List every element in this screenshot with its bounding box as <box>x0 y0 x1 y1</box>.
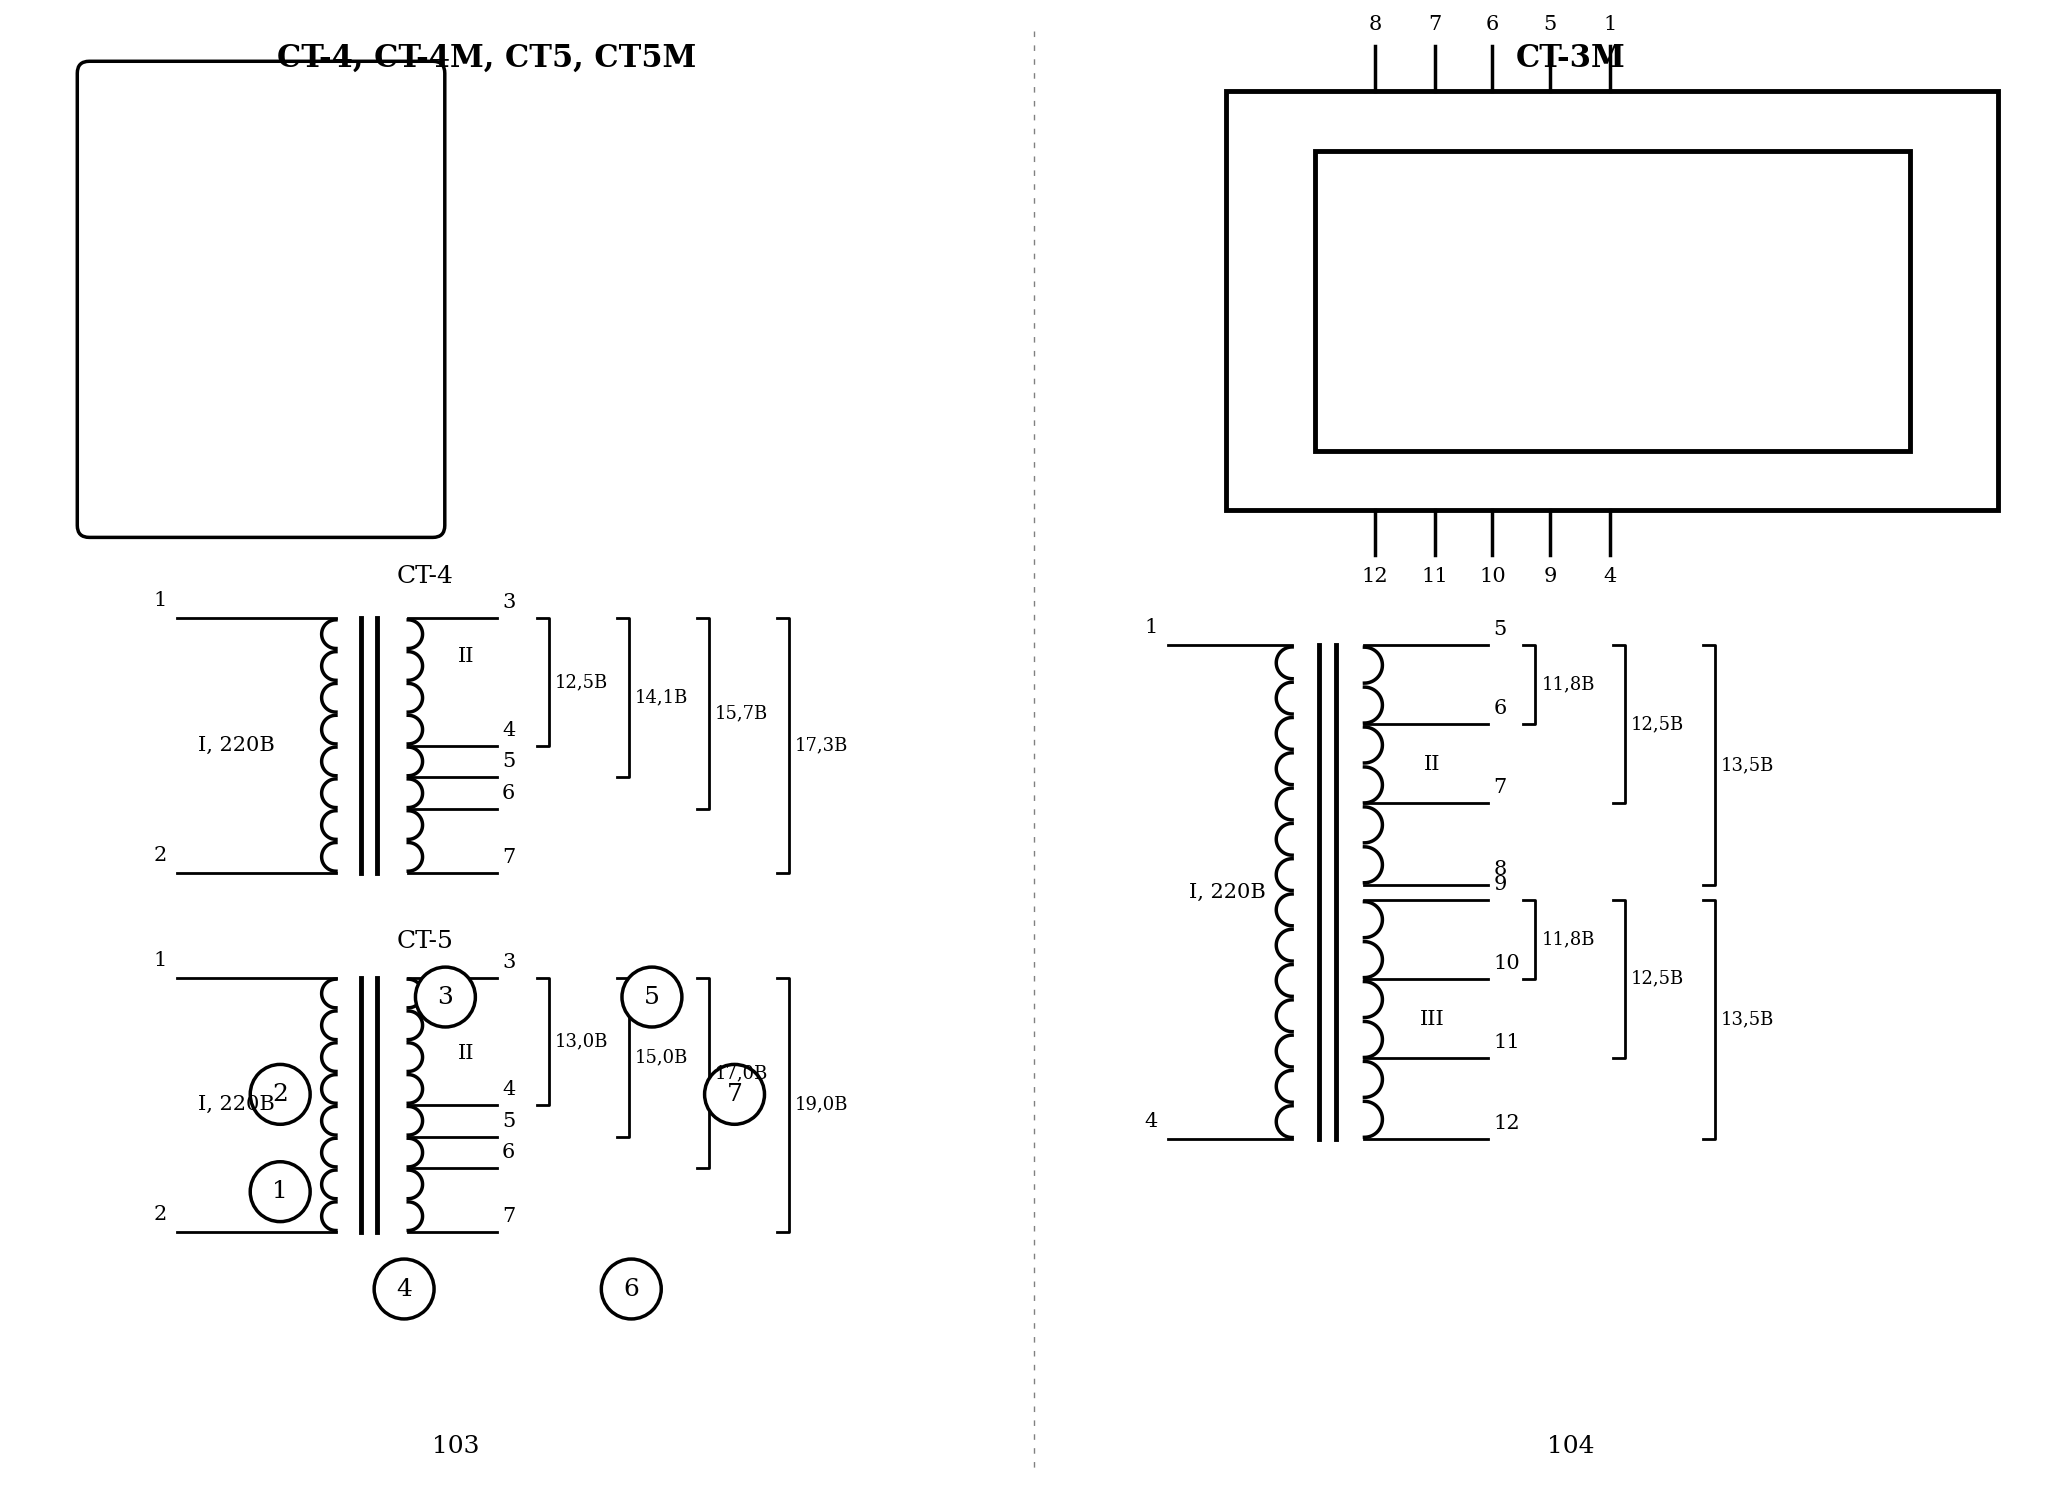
Text: 4: 4 <box>1146 1113 1158 1131</box>
Bar <box>1226 92 1998 510</box>
Text: 12: 12 <box>1361 567 1388 586</box>
Text: 12: 12 <box>1493 1114 1520 1134</box>
Text: CT-3M: CT-3M <box>1516 44 1625 74</box>
Text: II: II <box>1425 756 1441 774</box>
Text: 3: 3 <box>503 952 515 972</box>
Text: 2: 2 <box>153 846 168 865</box>
Text: 1: 1 <box>1603 15 1617 34</box>
Text: 15,7В: 15,7В <box>716 705 767 723</box>
Text: 5: 5 <box>1543 15 1557 34</box>
Text: CT-5: CT-5 <box>397 930 453 952</box>
Text: 13,5В: 13,5В <box>1721 1011 1774 1029</box>
Text: 7: 7 <box>1493 778 1508 798</box>
Text: 4: 4 <box>503 720 515 740</box>
Text: 8: 8 <box>1369 15 1381 34</box>
Bar <box>1315 152 1909 450</box>
Text: 6: 6 <box>622 1278 639 1300</box>
Text: 4: 4 <box>503 1080 515 1100</box>
Text: 19,0В: 19,0В <box>794 1096 848 1114</box>
Text: 11: 11 <box>1421 567 1448 586</box>
Text: 1: 1 <box>153 951 168 969</box>
Text: 6: 6 <box>1493 699 1508 718</box>
Text: 4: 4 <box>397 1278 412 1300</box>
Text: I, 220В: I, 220В <box>1189 882 1266 902</box>
Text: 2: 2 <box>153 1204 168 1224</box>
Text: 5: 5 <box>1493 620 1508 639</box>
Text: 17,0В: 17,0В <box>716 1064 767 1082</box>
Text: 10: 10 <box>1493 954 1520 974</box>
Circle shape <box>602 1258 662 1318</box>
Text: 7: 7 <box>503 847 515 867</box>
Text: 6: 6 <box>503 784 515 802</box>
Circle shape <box>250 1161 310 1221</box>
Text: 1: 1 <box>153 591 168 610</box>
Text: 5: 5 <box>503 753 515 771</box>
Text: I, 220В: I, 220В <box>199 1095 275 1114</box>
Text: III: III <box>1421 1010 1446 1029</box>
Text: II: II <box>457 1044 474 1064</box>
Text: 3: 3 <box>438 986 453 1008</box>
Text: 17,3В: 17,3В <box>794 736 848 754</box>
Text: I, 220В: I, 220В <box>199 736 275 754</box>
Text: 10: 10 <box>1479 567 1506 586</box>
Text: 6: 6 <box>503 1143 515 1162</box>
Circle shape <box>374 1258 434 1318</box>
FancyBboxPatch shape <box>77 62 445 537</box>
Text: 3: 3 <box>503 594 515 612</box>
Text: 14,1В: 14,1В <box>635 688 689 706</box>
Text: 4: 4 <box>1603 567 1617 586</box>
Text: 5: 5 <box>503 1112 515 1131</box>
Text: 9: 9 <box>1543 567 1557 586</box>
Text: 15,0В: 15,0В <box>635 1048 689 1066</box>
Text: 11,8В: 11,8В <box>1541 675 1594 693</box>
Text: 11,8В: 11,8В <box>1541 930 1594 948</box>
Text: 7: 7 <box>726 1083 742 1106</box>
Text: 2: 2 <box>273 1083 287 1106</box>
Text: 104: 104 <box>1547 1434 1594 1458</box>
Text: 1: 1 <box>1144 618 1158 638</box>
Text: 7: 7 <box>1429 15 1441 34</box>
Text: 8: 8 <box>1493 859 1508 879</box>
Circle shape <box>250 1065 310 1125</box>
Text: 11: 11 <box>1493 1034 1520 1052</box>
Text: 5: 5 <box>643 986 660 1008</box>
Text: 6: 6 <box>1485 15 1499 34</box>
Text: 13,0В: 13,0В <box>554 1032 608 1050</box>
Circle shape <box>705 1065 765 1125</box>
Text: CT-4, CT-4M, CT5, CT5M: CT-4, CT-4M, CT5, CT5M <box>277 44 697 74</box>
Text: CT-4: CT-4 <box>397 566 453 588</box>
Text: 12,5В: 12,5В <box>1632 970 1685 988</box>
Text: 103: 103 <box>432 1434 480 1458</box>
Circle shape <box>622 968 682 1028</box>
Text: 9: 9 <box>1493 874 1508 894</box>
Text: 12,5В: 12,5В <box>554 674 608 692</box>
Text: 7: 7 <box>503 1208 515 1225</box>
Text: II: II <box>457 646 474 666</box>
Text: 13,5В: 13,5В <box>1721 756 1774 774</box>
Circle shape <box>416 968 476 1028</box>
Text: 1: 1 <box>273 1180 287 1203</box>
Text: 12,5В: 12,5В <box>1632 716 1685 734</box>
